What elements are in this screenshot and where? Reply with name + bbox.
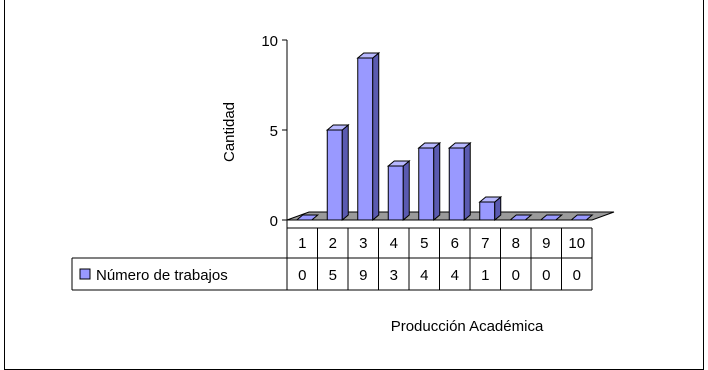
data-label: 0: [542, 267, 550, 284]
bar-top: [447, 142, 472, 149]
data-label: 4: [420, 267, 428, 284]
bar: [356, 51, 381, 222]
bar-front: [357, 57, 374, 221]
bar-top: [417, 142, 442, 149]
bar-flat: [295, 214, 320, 221]
bar: [447, 141, 472, 222]
x-tick-label: 8: [512, 235, 520, 252]
x-axis-label: Producción Académica: [391, 318, 544, 335]
bar-front: [448, 147, 465, 221]
bar: [417, 141, 442, 222]
x-tick-label: 9: [542, 235, 550, 252]
bar-front: [326, 129, 343, 221]
x-tick-label: 4: [390, 235, 398, 252]
x-tick-label: 3: [359, 235, 367, 252]
x-tick-label: 6: [451, 235, 459, 252]
data-label: 9: [359, 267, 367, 284]
bar-side: [433, 141, 441, 222]
bar-top: [356, 52, 381, 59]
y-axis-label: Cantidad: [221, 102, 238, 162]
data-label: 0: [573, 267, 581, 284]
bar-top: [325, 124, 350, 131]
bar: [539, 214, 564, 221]
bar: [478, 195, 503, 222]
y-tick-label: 0: [270, 213, 278, 230]
bars: [295, 51, 594, 222]
legend-swatch: [79, 268, 91, 280]
bar-top: [478, 196, 503, 203]
bar-front: [387, 165, 404, 221]
bar: [325, 123, 350, 222]
bar-side: [341, 123, 349, 222]
data-label: 0: [298, 267, 306, 284]
bar-flat: [508, 214, 533, 221]
bar-side: [372, 51, 380, 222]
bar-side: [402, 159, 410, 222]
data-label: 0: [512, 267, 520, 284]
bar-front: [479, 201, 496, 221]
bar-top: [386, 160, 411, 167]
y-tick-label: 5: [270, 123, 278, 140]
data-label: 5: [329, 267, 337, 284]
data-label: 3: [390, 267, 398, 284]
x-tick-label: 10: [568, 235, 585, 252]
x-tick-label: 5: [420, 235, 428, 252]
data-label: 4: [451, 267, 459, 284]
bar: [569, 214, 594, 221]
bar: [386, 159, 411, 222]
bar: [508, 214, 533, 221]
legend-label: Número de trabajos: [96, 267, 228, 284]
bar-flat: [539, 214, 564, 221]
y-tick-label: 10: [261, 33, 278, 50]
bar: [295, 214, 320, 221]
x-tick-label: 1: [298, 235, 306, 252]
bar-front: [418, 147, 435, 221]
x-tick-label: 7: [481, 235, 489, 252]
data-label: 1: [481, 267, 489, 284]
axes: 0 5 10: [261, 33, 288, 230]
x-tick-label: 2: [329, 235, 337, 252]
bar-side: [463, 141, 471, 222]
bar-flat: [569, 214, 594, 221]
